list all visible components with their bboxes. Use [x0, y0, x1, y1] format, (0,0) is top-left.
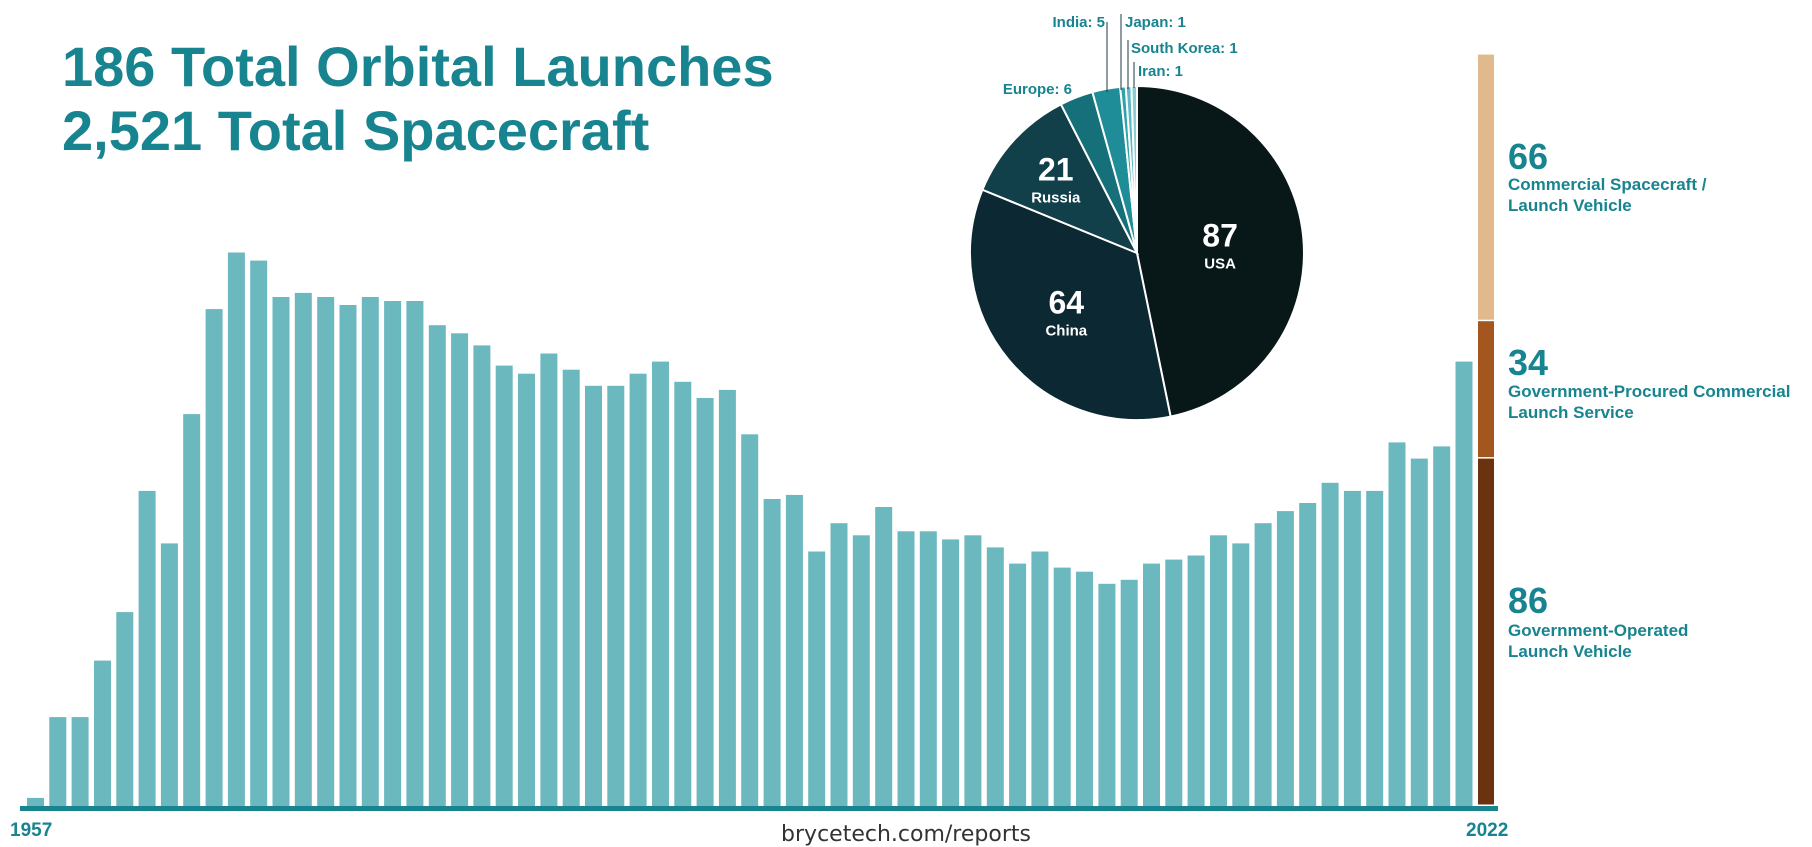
- bar-1958: [49, 717, 67, 806]
- bar-2003: [1053, 567, 1071, 806]
- bar-2010: [1210, 535, 1227, 806]
- bar-1997: [919, 531, 937, 806]
- bar-1971: [339, 305, 357, 806]
- bar-2000: [986, 547, 1004, 806]
- pie-callout-india: India: 5: [1052, 14, 1105, 31]
- bar-2004: [1076, 571, 1093, 806]
- x-tick-label-start: 1957: [10, 820, 53, 841]
- x-axis-line: [20, 806, 1498, 811]
- bar-2019: [1410, 458, 1428, 806]
- bar-1980: [540, 353, 558, 806]
- bar-1964: [183, 414, 201, 806]
- bar-1983: [607, 385, 625, 806]
- bar-1960: [94, 660, 111, 806]
- bar-2012: [1254, 523, 1272, 806]
- bar-1984: [629, 373, 647, 806]
- bar-1998: [942, 539, 960, 806]
- bar-1957: [27, 797, 44, 806]
- bar-2006: [1120, 579, 1138, 806]
- bar-1988: [718, 389, 736, 806]
- pie-label-russia: Russia: [1031, 189, 1081, 206]
- bar-1976: [451, 333, 469, 806]
- bar-1961: [116, 612, 134, 806]
- bar-2016: [1343, 490, 1361, 806]
- stack-segment-gov-procured: [1478, 321, 1494, 458]
- bar-1993: [830, 523, 848, 806]
- pie-value-usa: 87: [1202, 218, 1238, 254]
- bar-1973: [384, 301, 402, 806]
- pie-value-russia: 21: [1038, 151, 1074, 187]
- bar-1986: [674, 381, 692, 806]
- stack-label-commercial: Commercial Spacecraft / Launch Vehicle: [1508, 175, 1707, 215]
- bar-1977: [473, 345, 491, 806]
- bar-1995: [875, 507, 893, 806]
- bar-1979: [518, 373, 535, 806]
- bar-1969: [294, 292, 312, 806]
- bar-1962: [138, 490, 156, 806]
- bar-1963: [160, 543, 178, 806]
- bar-1996: [897, 531, 915, 806]
- bar-1965: [205, 309, 223, 806]
- bar-2018: [1388, 442, 1406, 806]
- bar-2001: [1009, 563, 1027, 806]
- bar-2014: [1299, 503, 1317, 806]
- pie-label-china: China: [1045, 323, 1087, 340]
- bar-1989: [741, 434, 759, 806]
- pie-callout-iran: Iran: 1: [1138, 63, 1183, 80]
- bar-2009: [1187, 555, 1205, 806]
- stack-value-gov-procured: 34: [1508, 342, 1549, 383]
- bar-1974: [406, 301, 424, 806]
- bar-1972: [361, 297, 379, 806]
- bar-2007: [1143, 563, 1160, 806]
- bar-1981: [562, 369, 580, 806]
- bar-1966: [227, 252, 245, 806]
- pie-slice-russia: [981, 102, 1140, 255]
- bar-2008: [1165, 559, 1183, 806]
- headline-total-launches: 186 Total Orbital Launches: [62, 35, 774, 98]
- bar-1991: [785, 494, 803, 806]
- bar-1970: [317, 297, 335, 806]
- stack-segment-commercial: [1478, 54, 1494, 320]
- stack-label-gov-procured: Government-Procured Commercial Launch Se…: [1508, 382, 1791, 422]
- x-tick-label-end: 2022: [1466, 820, 1509, 841]
- pie-callout-japan: Japan: 1: [1125, 14, 1186, 31]
- stack-segment-gov-operated: [1478, 458, 1494, 805]
- bar-1987: [696, 398, 714, 806]
- pie-callout-south-korea: South Korea: 1: [1131, 40, 1238, 57]
- headline-total-spacecraft: 2,521 Total Spacecraft: [62, 99, 650, 162]
- stack-value-commercial: 66: [1508, 136, 1549, 177]
- bar-2011: [1232, 543, 1250, 806]
- bar-2020: [1433, 446, 1451, 806]
- bar-2017: [1366, 490, 1384, 806]
- bar-1994: [852, 535, 870, 806]
- bar-2021: [1455, 361, 1473, 806]
- bar-1959: [71, 717, 89, 806]
- bar-1985: [652, 361, 669, 806]
- pie-label-usa: USA: [1204, 256, 1236, 273]
- stack-label-gov-operated: Government-Operated Launch Vehicle: [1508, 621, 1689, 661]
- bar-1967: [250, 260, 268, 807]
- pie-callout-europe: Europe: 6: [1003, 81, 1072, 98]
- bar-2005: [1098, 583, 1116, 806]
- bar-2002: [1031, 551, 1049, 806]
- bar-1968: [272, 297, 290, 806]
- pie-value-china: 64: [1049, 285, 1085, 321]
- bar-1990: [763, 499, 781, 806]
- bar-1975: [428, 325, 446, 806]
- stack-value-gov-operated: 86: [1508, 580, 1549, 621]
- bar-2013: [1276, 511, 1294, 806]
- pie-slice-usa: [1136, 84, 1305, 418]
- source-url: brycetech.com/reports: [781, 822, 1031, 847]
- bar-1999: [964, 535, 982, 806]
- bar-2015: [1321, 482, 1339, 806]
- bar-1978: [495, 365, 513, 806]
- bar-1982: [585, 385, 602, 806]
- bar-1992: [808, 551, 826, 806]
